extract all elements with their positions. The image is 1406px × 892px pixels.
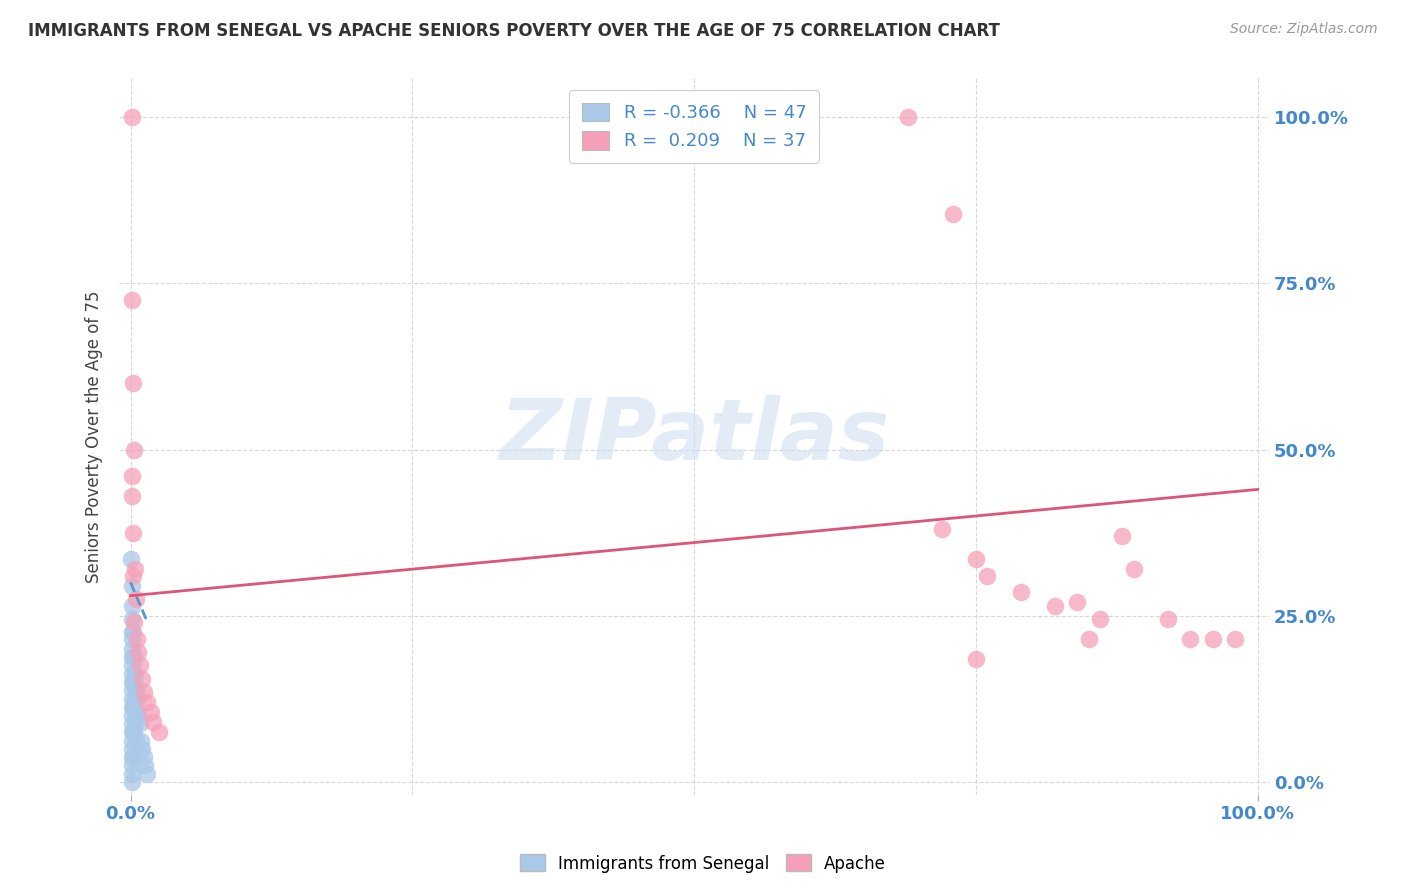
Point <box>121 111 143 125</box>
Point <box>121 675 143 690</box>
Point <box>121 749 143 764</box>
Point <box>131 741 153 756</box>
Text: Source: ZipAtlas.com: Source: ZipAtlas.com <box>1230 22 1378 37</box>
Point <box>121 579 143 593</box>
Point <box>128 716 150 731</box>
Point <box>1066 595 1088 609</box>
Point <box>121 293 143 307</box>
Point <box>121 625 143 640</box>
Point <box>124 716 146 731</box>
Text: IMMIGRANTS FROM SENEGAL VS APACHE SENIORS POVERTY OVER THE AGE OF 75 CORRELATION: IMMIGRANTS FROM SENEGAL VS APACHE SENIOR… <box>28 22 1000 40</box>
Point <box>121 599 143 613</box>
Point <box>1178 632 1201 646</box>
Point <box>121 725 143 739</box>
Point <box>121 774 143 789</box>
Point <box>128 658 150 673</box>
Point <box>1111 529 1133 543</box>
Point <box>125 733 148 747</box>
Point <box>121 683 143 698</box>
Point <box>121 649 143 664</box>
Point <box>1077 632 1099 646</box>
Point <box>121 725 143 739</box>
Point <box>121 632 143 646</box>
Point <box>121 569 143 583</box>
Point <box>124 667 146 681</box>
Point <box>121 612 143 626</box>
Point <box>125 592 148 607</box>
Point <box>131 672 153 686</box>
Point <box>125 708 148 723</box>
Point <box>121 469 143 483</box>
Point <box>121 675 143 690</box>
Point <box>121 691 143 706</box>
Point <box>127 691 149 706</box>
Point <box>121 716 143 731</box>
Point <box>125 683 148 698</box>
Point <box>1223 632 1246 646</box>
Point <box>139 705 162 719</box>
Point <box>124 562 146 576</box>
Point <box>136 695 159 709</box>
Point <box>121 667 143 681</box>
Point <box>121 625 143 640</box>
Point <box>965 652 987 666</box>
Point <box>121 766 143 780</box>
Point <box>122 725 145 739</box>
Point <box>127 645 149 659</box>
Point <box>129 733 152 747</box>
Point <box>124 691 146 706</box>
Point <box>931 522 953 536</box>
Point <box>1088 612 1111 626</box>
Point <box>942 207 965 221</box>
Point <box>121 649 143 664</box>
Point <box>121 641 143 656</box>
Point <box>148 725 170 739</box>
Point <box>1043 599 1066 613</box>
Point <box>1122 562 1144 576</box>
Point <box>121 708 143 723</box>
Point <box>120 552 142 566</box>
Point <box>121 525 143 540</box>
Y-axis label: Seniors Poverty Over the Age of 75: Seniors Poverty Over the Age of 75 <box>86 290 103 582</box>
Legend: Immigrants from Senegal, Apache: Immigrants from Senegal, Apache <box>513 847 893 880</box>
Point <box>127 708 149 723</box>
Point <box>121 700 143 714</box>
Point <box>122 615 145 630</box>
Point <box>121 700 143 714</box>
Point <box>136 766 159 780</box>
Point <box>121 733 143 747</box>
Point <box>1156 612 1178 626</box>
Point <box>134 758 156 772</box>
Point <box>965 552 987 566</box>
Point <box>132 749 155 764</box>
Point <box>121 758 143 772</box>
Point <box>142 714 165 729</box>
Point <box>976 569 998 583</box>
Point <box>122 649 145 664</box>
Point <box>127 632 149 646</box>
Point <box>121 376 143 390</box>
Point <box>121 741 143 756</box>
Point <box>122 442 145 457</box>
Point <box>122 700 145 714</box>
Text: ZIPatlas: ZIPatlas <box>499 395 889 478</box>
Point <box>122 675 145 690</box>
Point <box>897 111 920 125</box>
Point <box>1201 632 1223 646</box>
Legend: R = -0.366    N = 47, R =  0.209    N = 37: R = -0.366 N = 47, R = 0.209 N = 37 <box>569 90 818 163</box>
Point <box>132 685 155 699</box>
Point <box>121 489 143 503</box>
Point <box>1010 585 1032 599</box>
Point <box>121 749 143 764</box>
Point <box>121 658 143 673</box>
